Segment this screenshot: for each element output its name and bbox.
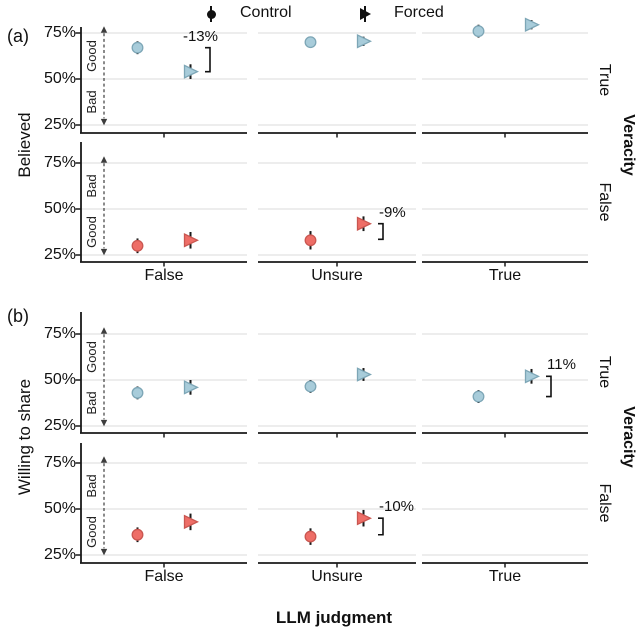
direction-label-bottom: Bad [84, 90, 99, 114]
control-point [131, 528, 144, 541]
control-point [131, 239, 144, 252]
forced-point [183, 514, 200, 530]
control-point [131, 386, 144, 399]
direction-label-top: Good [84, 40, 99, 72]
veracity-strip-title-a: Veracity [620, 114, 637, 176]
control-point [304, 380, 317, 393]
forced-marker-triangle [360, 8, 371, 20]
control-point [304, 36, 317, 49]
forced-point [183, 64, 200, 79]
arrow-down-icon [100, 118, 108, 126]
y-tick-label: 50% [43, 500, 76, 517]
y-tick-label: 50% [43, 371, 76, 388]
y-tick-label: 75% [43, 154, 76, 171]
direction-label-top: Bad [84, 174, 99, 198]
control-point [472, 390, 485, 403]
y-tick-label: 75% [43, 24, 76, 41]
x-tick-label: False [144, 267, 184, 284]
forced-point [356, 367, 373, 382]
difference-label: -10% [379, 498, 415, 516]
control-point [131, 41, 144, 54]
direction-label-top: Good [84, 341, 99, 373]
x-axis-title: LLM judgment [275, 608, 393, 627]
panel-a-tag: (a) [7, 26, 29, 46]
y-tick-label: 25% [43, 417, 76, 434]
arrow-up-icon [100, 156, 108, 163]
x-tick-label: False [144, 568, 184, 585]
arrow-down-icon [100, 548, 108, 556]
y-tick-label: 50% [43, 70, 76, 87]
legend-label-forced: Forced [394, 4, 444, 21]
arrow-down-icon [100, 419, 108, 427]
facet-strip-b-false: False [596, 483, 613, 523]
forced-point [524, 17, 541, 32]
difference-label: -13% [182, 27, 218, 45]
difference-label: 11% [547, 356, 576, 374]
facet-strip-a-true: True [596, 63, 613, 97]
control-point [304, 234, 317, 247]
veracity-strip-title-b: Veracity [620, 406, 637, 468]
x-tick-label: True [488, 267, 522, 284]
difference-label: -9% [379, 203, 406, 221]
forced-point [356, 34, 373, 49]
legend-label-control: Control [240, 4, 292, 21]
control-point [304, 530, 317, 543]
facet-strip-a-false: False [596, 182, 613, 222]
direction-label-bottom: Bad [84, 391, 99, 415]
y-tick-label: 25% [43, 116, 76, 133]
forced-point [183, 233, 200, 248]
direction-label-bottom: Good [84, 216, 99, 248]
control-marker-dot [206, 9, 216, 19]
y-tick-label: 25% [43, 546, 76, 563]
forced-point [183, 380, 200, 395]
forced-point [356, 510, 373, 526]
y-tick-label: 75% [43, 454, 76, 471]
control-point [472, 25, 485, 38]
x-tick-label: Unsure [311, 267, 363, 284]
y-tick-label: 75% [43, 325, 76, 342]
y-axis-title-believed: Believed [15, 112, 34, 178]
y-axis-title-willing-to-share: Willing to share [15, 378, 34, 496]
forced-point [524, 369, 541, 384]
arrow-up-icon [100, 26, 108, 33]
arrow-up-icon [100, 327, 108, 334]
y-tick-label: 25% [43, 246, 76, 263]
difference-bracket [378, 517, 384, 536]
x-tick-label: True [488, 568, 522, 585]
direction-label-bottom: Good [84, 516, 99, 548]
difference-bracket [205, 46, 211, 73]
facet-strip-b-true: True [596, 355, 613, 389]
y-tick-label: 50% [43, 200, 76, 217]
panel-b-tag: (b) [7, 306, 29, 326]
direction-label-top: Bad [84, 474, 99, 498]
forced-point [356, 216, 373, 231]
arrow-up-icon [100, 456, 108, 463]
arrow-down-icon [100, 248, 108, 256]
forced-marker-icon [357, 5, 373, 23]
x-tick-label: Unsure [311, 568, 363, 585]
difference-bracket [378, 222, 384, 241]
control-marker-icon [203, 5, 219, 23]
difference-bracket [546, 375, 552, 398]
